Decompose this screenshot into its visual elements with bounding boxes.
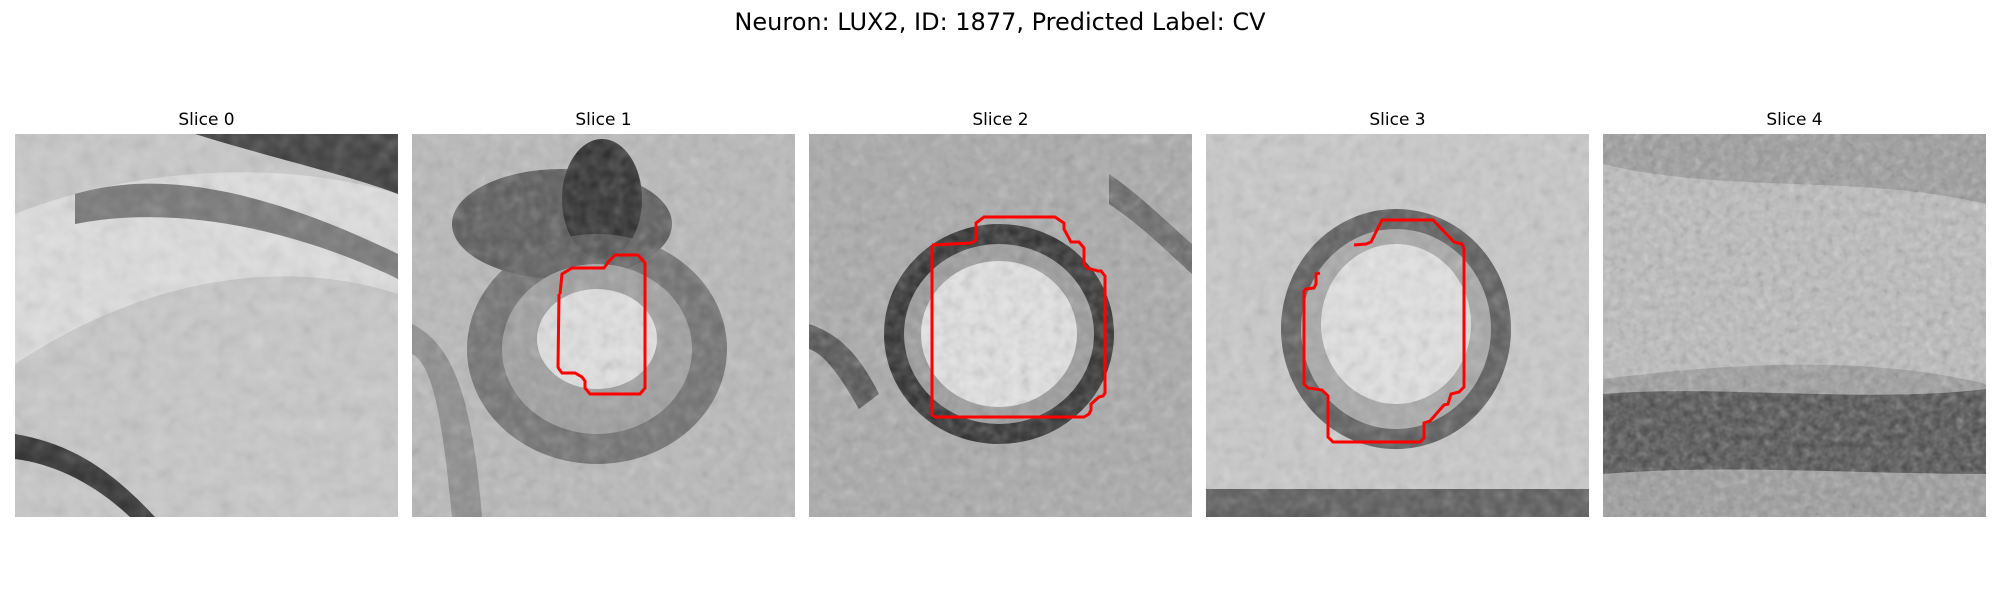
slice-title-2: Slice 2 <box>972 110 1029 130</box>
slice-panel-2: Slice 2 <box>809 108 1192 517</box>
slice-title-4: Slice 4 <box>1766 110 1823 130</box>
slice-4-image <box>1603 134 1986 517</box>
slice-title-0: Slice 0 <box>178 110 235 130</box>
slice-title-1: Slice 1 <box>575 110 632 130</box>
slice-3-image <box>1206 134 1589 517</box>
slice-panel-4: Slice 4 <box>1603 108 1986 517</box>
slice-panel-0: Slice 0 <box>15 108 398 517</box>
slice-panel-3: Slice 3 <box>1206 108 1589 517</box>
slice-2-contour <box>930 215 1107 419</box>
slice-title-3: Slice 3 <box>1369 110 1426 130</box>
figure-title: Neuron: LUX2, ID: 1877, Predicted Label:… <box>734 8 1266 36</box>
slice-1-contour <box>556 253 647 396</box>
slice-2-image <box>809 134 1192 517</box>
slice-panel-1: Slice 1 <box>412 108 795 517</box>
slice-0-image <box>15 134 398 517</box>
slice-1-image <box>412 134 795 517</box>
slice-3-contour <box>1302 218 1466 444</box>
